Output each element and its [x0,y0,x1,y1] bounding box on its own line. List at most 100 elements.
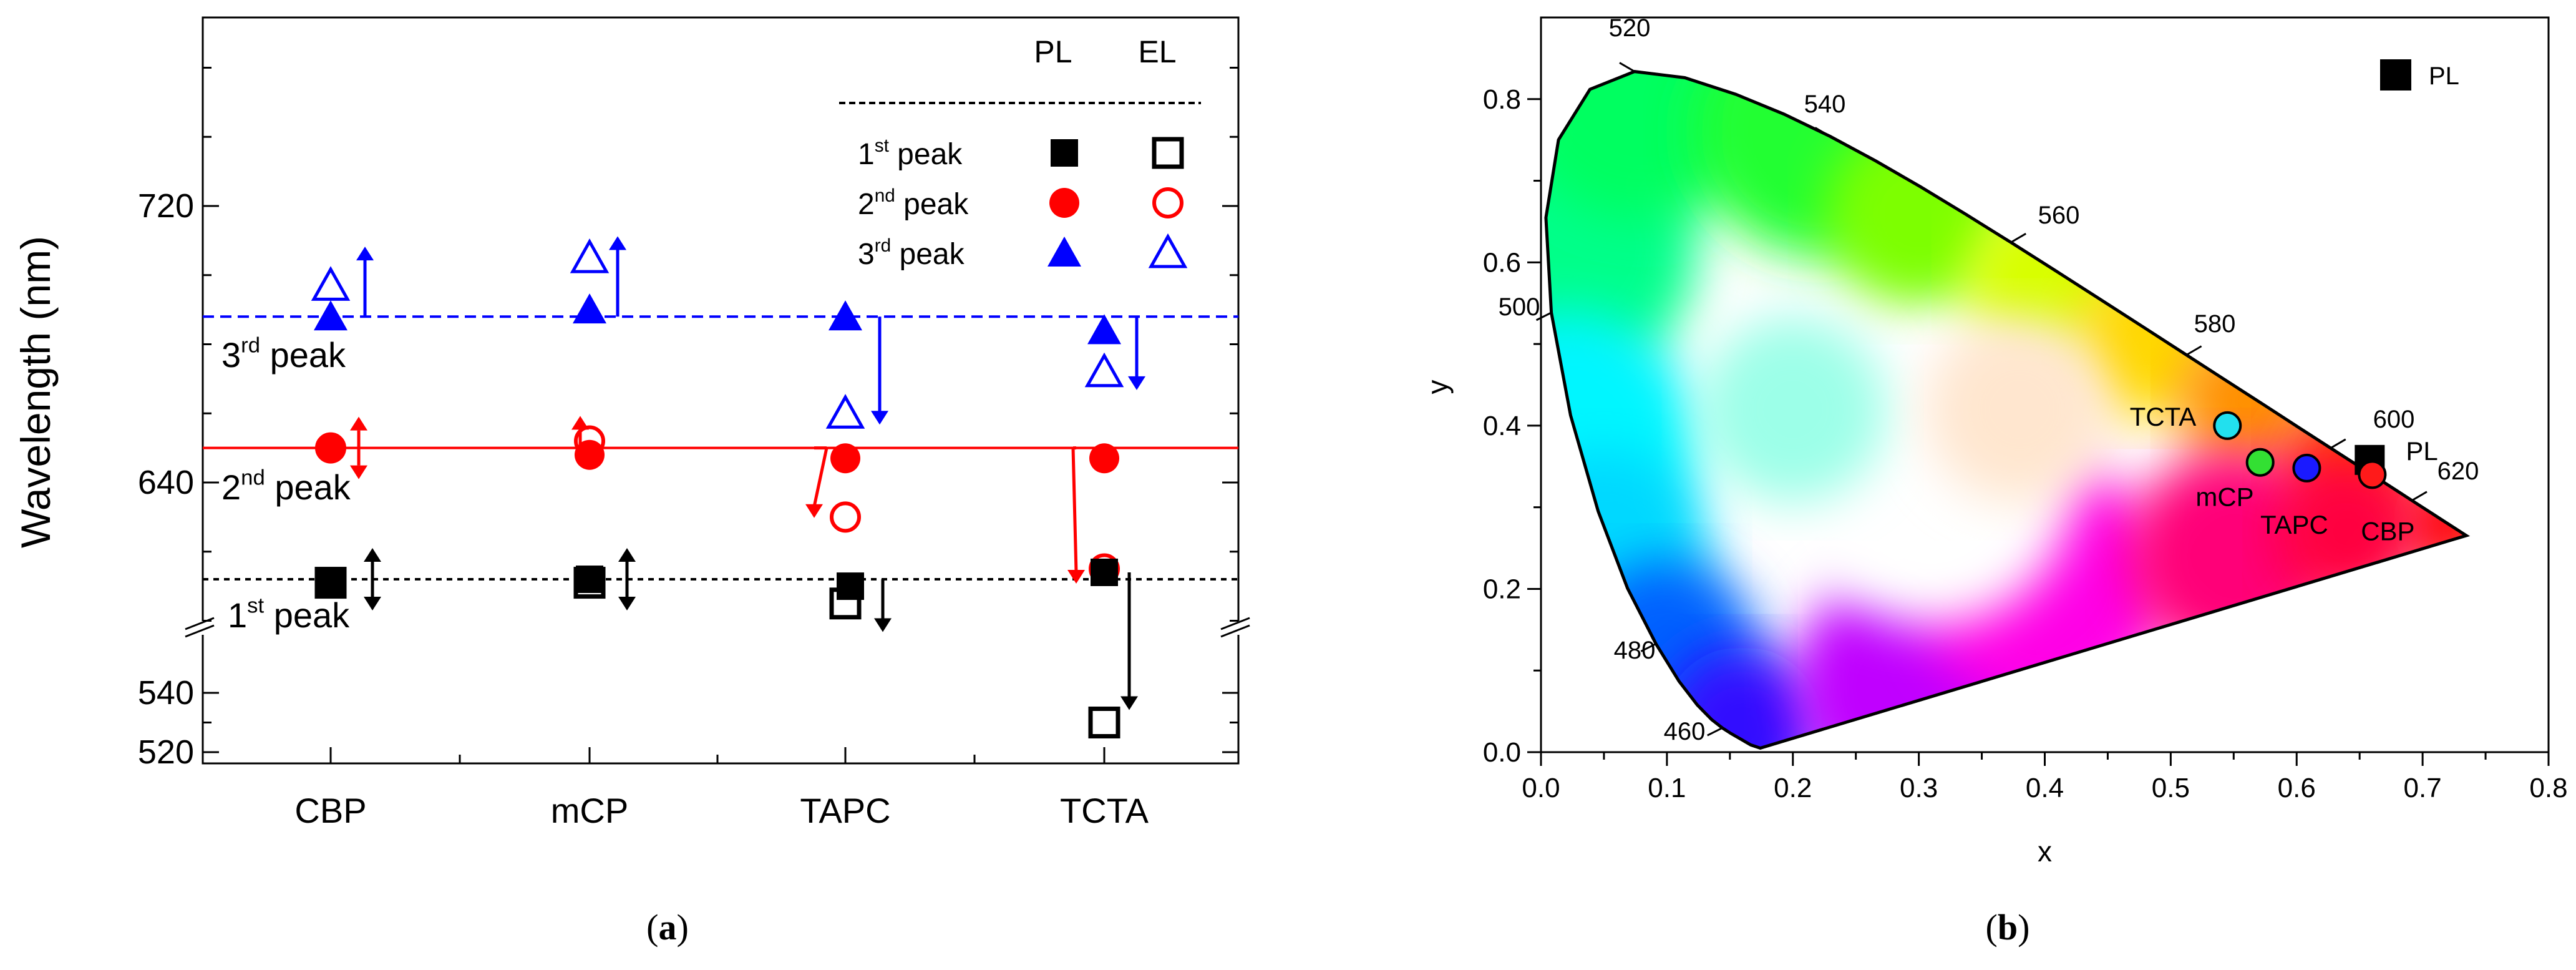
y-tick-label: 0.8 [1483,84,1521,115]
reference-line-label: 1st peak [228,594,350,635]
x-tick-label: 0.8 [2529,773,2567,803]
wavelength-label: 540 [1804,91,1846,118]
legend-label: PL [2429,62,2459,90]
shift-arrow-head [1120,696,1138,710]
data-point-mcp [2245,448,2275,477]
axis-break-mark [1220,624,1250,638]
cie-color-region [1926,315,2114,503]
y-tick-label: 720 [138,187,194,225]
y-tick-label: 0.6 [1483,247,1521,278]
data-point-label: mCP [2195,483,2253,512]
shift-arrow-head [356,247,374,261]
x-tick-label: 0.6 [2278,773,2316,803]
shift-arrow-head [571,416,589,430]
data-point-label: CBP [2361,516,2414,546]
x-tick-label: 0.3 [1900,773,1938,803]
shift-arrow-head [364,548,381,562]
data-point-2nd-peak-pl [1089,443,1119,474]
legend-marker-pl [1051,139,1078,167]
shift-arrow-head [1067,569,1085,584]
legend-header-el: EL [1138,34,1176,69]
data-point-3rd-peak-el [825,394,865,429]
legend-row-label: 1st peak [858,135,963,171]
data-point-3rd-peak-el [311,266,351,301]
data-point-3rd-peak-el [1084,352,1124,388]
plot-frame [202,16,1240,765]
data-point-1st-peak-el [829,587,862,620]
wavelength-label: 500 [1499,293,1540,321]
wavelength-label: 480 [1614,637,1656,664]
shift-arrow-shaft [812,448,829,507]
wavelength-tick [1535,311,1552,321]
y-tick-label: 640 [138,464,194,501]
x-tick-label: TAPC [800,791,890,830]
legend-marker-el [1148,233,1188,268]
y-tick-label: 0.2 [1483,574,1521,604]
shift-arrow-head [364,597,381,611]
x-tick-label: mCP [551,791,628,830]
wavelength-tick [1619,62,1635,72]
y-tick-label: 0.0 [1483,737,1521,768]
data-point-1st-peak-pl [317,569,344,597]
panel-a-label: (a) [646,907,689,948]
wavelength-tick [2185,345,2202,356]
y-tick-label: 0.4 [1483,411,1521,441]
x-tick-label: 0.5 [2152,773,2190,803]
y-axis-label: y [1421,380,1454,394]
x-tick-label: 0.0 [1522,773,1560,803]
wavelength-label: 600 [2373,406,2415,433]
data-point-3rd-peak-el [570,238,610,273]
reference-line-label: 3rd peak [221,333,346,375]
shift-arrow-head [618,597,636,611]
shift-arrow-head [871,411,888,425]
data-point-1st-peak-el [314,567,347,599]
wavelength-tick [2010,232,2026,243]
reference-line-label: 2nd peak [221,466,351,507]
y-tick-label: 520 [138,733,194,771]
shift-arrow-head [350,416,367,431]
axis-break-mark [1220,617,1250,630]
y-tick-label: 540 [138,674,194,712]
wavelength-label: 620 [2437,458,2479,485]
data-point-2nd-peak-pl [830,443,860,474]
wavelength-tick [2330,438,2346,449]
data-point-3rd-peak-pl [829,300,862,331]
x-tick-label: 0.7 [2404,773,2442,803]
wavelength-tick [2411,491,2428,502]
wavelength-label: 460 [1664,718,1706,745]
data-point-tapc [2292,453,2321,483]
data-point-label: TAPC [2260,510,2328,539]
data-point-3rd-peak-pl [314,300,348,331]
wavelength-tick [1707,727,1723,737]
data-point-label: PL [2406,436,2437,466]
legend-marker-pl [2380,59,2411,91]
data-point-2nd-peak-el [315,432,346,464]
shift-arrow-shaft [1071,448,1078,573]
wavelength-tick [1814,127,1831,137]
x-tick-label: 0.1 [1648,773,1686,803]
y-axis-label: Wavelength (nm) [12,236,59,548]
data-point-1st-peak-pl [1091,558,1118,586]
legend-marker-pl [1047,237,1081,267]
shift-arrow-tcta-2nd [1071,448,1078,573]
legend-row-label: 3rd peak [858,235,965,271]
cie-diagram: 460 480 500 520 540 560 580 600 620 0.0 0.1 0.2 0.3 0… [1421,14,2568,868]
legend-marker-el [1152,137,1184,169]
data-point-label: TCTA [2130,402,2197,431]
shift-arrow-tapc-2nd [812,448,829,507]
data-point-3rd-peak-pl [573,293,606,324]
legend-marker-pl [1049,188,1079,218]
axis-break-mark [185,624,215,638]
data-point-1st-peak-el [1088,707,1120,738]
data-point-tcta [2213,411,2242,440]
shift-arrow-head [1128,376,1145,390]
spectral-locus [1544,70,2471,750]
x-tick-label: CBP [294,791,366,830]
wavelength-label: 560 [2038,202,2080,229]
data-point-2nd-peak-el [830,501,861,533]
wavelength-label: 580 [2194,310,2236,338]
data-point-1st-peak-el [573,567,606,599]
data-point-2nd-peak-pl [316,433,346,463]
shift-arrow-head [874,618,892,632]
